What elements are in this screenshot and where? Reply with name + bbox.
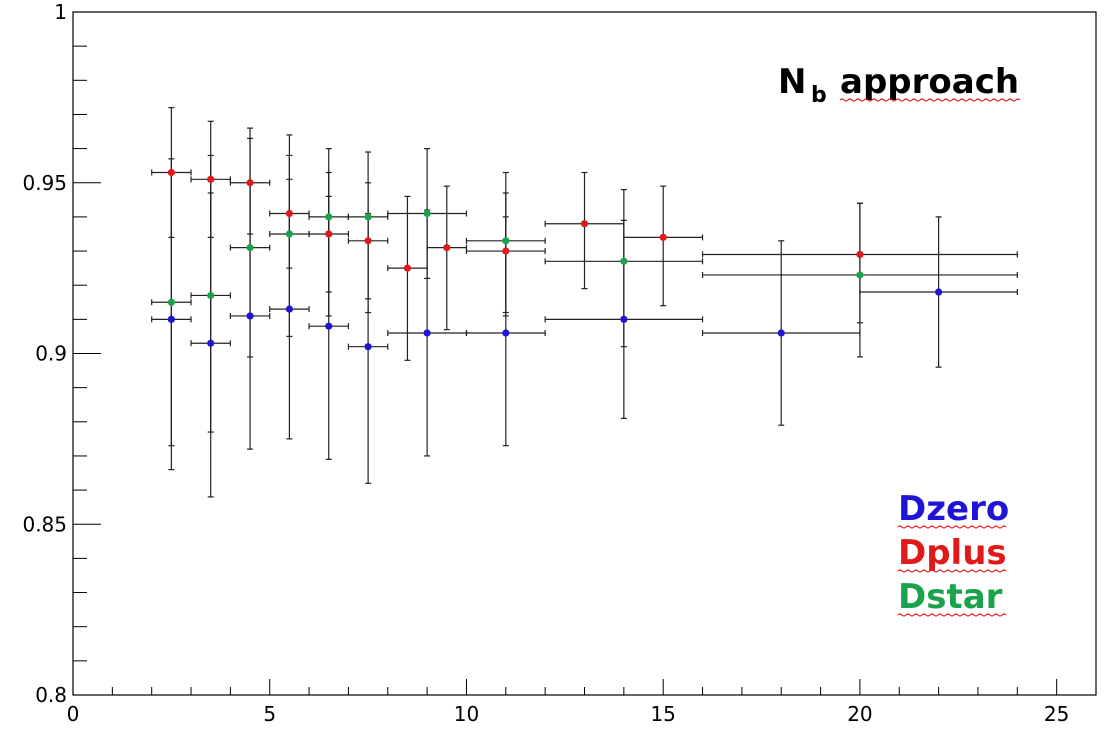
dzero-point [777,329,785,337]
dstar-point [167,298,175,306]
title-subscript: b [811,83,827,108]
title-main: N [778,62,806,102]
legend-spellcheck-underline [897,569,1007,573]
y-tick-label: 0.85 [22,512,67,536]
legend-label-dzero: Dzero [898,489,1009,529]
dplus-point [246,179,254,187]
dzero-point [620,315,628,323]
legend-spellcheck-underline [897,525,1007,529]
y-tick-label: 1 [54,0,67,24]
dstar-point [502,237,510,245]
dstar-point [423,209,431,218]
error-bars [151,107,1018,498]
dplus-point [364,237,372,245]
dplus-point [207,175,215,183]
dzero-point [246,312,254,320]
dplus-point [580,220,589,228]
dplus-point [856,250,864,259]
dstar-point [856,271,864,279]
axes: 0 5 10 15 20 25 0.8 0.85 0.9 0.95 1 [22,0,1097,726]
dplus-point [443,244,451,252]
dzero-point [935,288,943,296]
dplus-point [403,264,412,272]
x-tick-label: 10 [454,702,479,726]
x-tick-label: 20 [847,702,872,726]
y-tick-label: 0.95 [22,171,67,195]
dzero-point [423,329,431,337]
chart-title: N b approach [778,62,1021,108]
dstar-point [246,244,254,252]
dzero-point [207,339,215,347]
dzero-point [167,315,175,323]
dzero-point [502,329,510,337]
legend-spellcheck-underline [897,613,1007,617]
dplus-point [167,168,175,177]
data-markers [167,168,943,351]
y-tick-label: 0.8 [35,683,67,707]
dzero-point [325,322,333,330]
dplus-point [502,247,510,255]
x-tick-label: 25 [1044,702,1069,726]
dstar-point [364,213,372,221]
legend-label-dplus: Dplus [898,533,1007,573]
dplus-point [659,233,667,241]
dplus-point [325,230,333,238]
title-rest: approach [840,62,1019,102]
dstar-point [285,230,294,238]
x-tick-label: 0 [67,702,80,726]
title-spellcheck-underline [839,98,1021,102]
dstar-point [207,291,215,300]
x-tick-label: 5 [263,702,276,726]
dplus-point [285,209,294,218]
dzero-point [285,305,294,313]
dstar-point [325,213,333,221]
x-tick-label: 15 [650,702,675,726]
dzero-point [364,343,372,351]
y-tick-label: 0.9 [35,342,67,366]
dstar-point [620,257,628,265]
legend-label-dstar: Dstar [898,577,1003,617]
